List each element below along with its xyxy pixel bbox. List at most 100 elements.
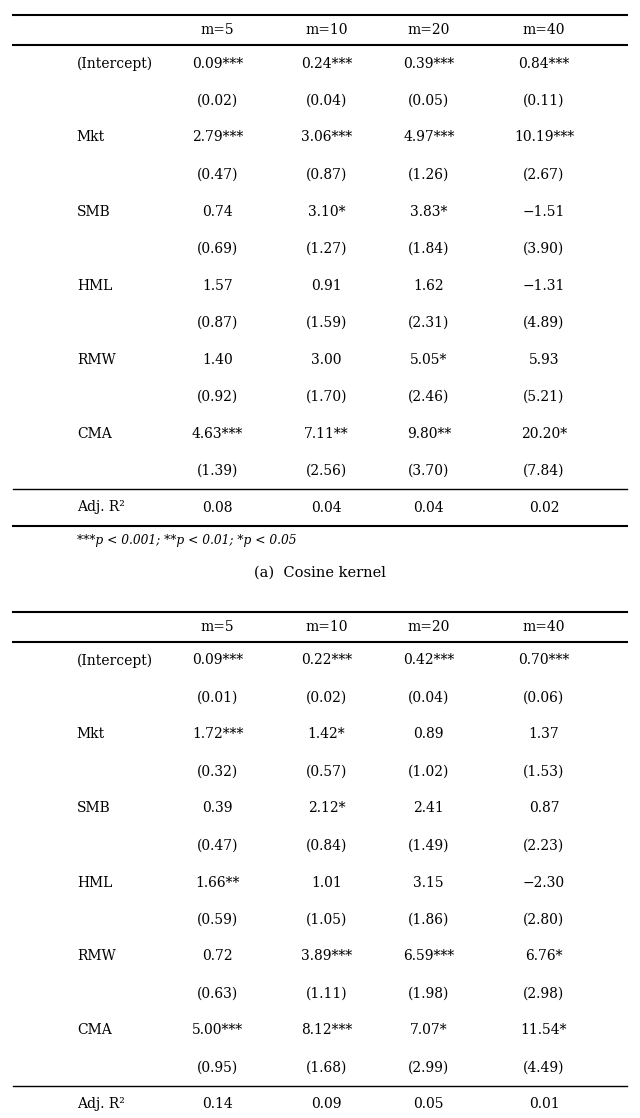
Text: (0.06): (0.06) xyxy=(524,691,564,704)
Text: 8.12***: 8.12*** xyxy=(301,1023,352,1038)
Text: (0.02): (0.02) xyxy=(197,94,238,107)
Text: CMA: CMA xyxy=(77,426,111,440)
Text: 1.72***: 1.72*** xyxy=(192,728,243,741)
Text: (1.86): (1.86) xyxy=(408,912,449,927)
Text: (1.68): (1.68) xyxy=(306,1061,347,1074)
Text: m=40: m=40 xyxy=(523,620,565,634)
Text: (0.69): (0.69) xyxy=(197,241,238,256)
Text: 5.05*: 5.05* xyxy=(410,352,447,367)
Text: 1.66**: 1.66** xyxy=(195,875,240,890)
Text: (0.04): (0.04) xyxy=(408,691,449,704)
Text: (0.04): (0.04) xyxy=(306,94,347,107)
Text: (2.46): (2.46) xyxy=(408,389,449,404)
Text: 10.19***: 10.19*** xyxy=(514,131,574,144)
Text: (0.84): (0.84) xyxy=(306,838,347,853)
Text: 0.22***: 0.22*** xyxy=(301,654,352,667)
Text: 0.72: 0.72 xyxy=(202,949,233,964)
Text: (0.01): (0.01) xyxy=(197,691,238,704)
Text: 3.89***: 3.89*** xyxy=(301,949,352,964)
Text: (2.67): (2.67) xyxy=(524,168,564,181)
Text: 0.09***: 0.09*** xyxy=(192,57,243,70)
Text: (1.84): (1.84) xyxy=(408,241,449,256)
Text: (0.59): (0.59) xyxy=(197,912,238,927)
Text: 0.01: 0.01 xyxy=(529,1098,559,1111)
Text: (0.02): (0.02) xyxy=(306,691,347,704)
Text: Adj. R²: Adj. R² xyxy=(77,1098,125,1111)
Text: 1.57: 1.57 xyxy=(202,278,233,293)
Text: 3.15: 3.15 xyxy=(413,875,444,890)
Text: HML: HML xyxy=(77,278,112,293)
Text: (a)  Cosine kernel: (a) Cosine kernel xyxy=(254,566,386,580)
Text: 0.89: 0.89 xyxy=(413,728,444,741)
Text: 0.04: 0.04 xyxy=(311,501,342,514)
Text: (7.84): (7.84) xyxy=(524,464,564,477)
Text: (1.05): (1.05) xyxy=(306,912,347,927)
Text: (Intercept): (Intercept) xyxy=(77,653,153,667)
Text: (1.39): (1.39) xyxy=(197,464,238,477)
Text: (4.49): (4.49) xyxy=(524,1061,564,1074)
Text: m=10: m=10 xyxy=(305,23,348,37)
Text: (2.99): (2.99) xyxy=(408,1061,449,1074)
Text: (1.98): (1.98) xyxy=(408,986,449,1001)
Text: (0.95): (0.95) xyxy=(197,1061,238,1074)
Text: (2.98): (2.98) xyxy=(524,986,564,1001)
Text: 0.24***: 0.24*** xyxy=(301,57,352,70)
Text: 7.11**: 7.11** xyxy=(304,426,349,440)
Text: (1.59): (1.59) xyxy=(306,315,347,330)
Text: 6.59***: 6.59*** xyxy=(403,949,454,964)
Text: CMA: CMA xyxy=(77,1023,111,1038)
Text: 11.54*: 11.54* xyxy=(521,1023,567,1038)
Text: (0.63): (0.63) xyxy=(197,986,238,1001)
Text: (1.53): (1.53) xyxy=(524,765,564,778)
Text: 1.42*: 1.42* xyxy=(308,728,345,741)
Text: m=20: m=20 xyxy=(408,23,450,37)
Text: (1.27): (1.27) xyxy=(306,241,347,256)
Text: 1.40: 1.40 xyxy=(202,352,233,367)
Text: 4.97***: 4.97*** xyxy=(403,131,454,144)
Text: (Intercept): (Intercept) xyxy=(77,56,153,70)
Text: (2.56): (2.56) xyxy=(306,464,347,477)
Text: −1.31: −1.31 xyxy=(523,278,565,293)
Text: 0.84***: 0.84*** xyxy=(518,57,570,70)
Text: (1.70): (1.70) xyxy=(306,389,347,404)
Text: 0.70***: 0.70*** xyxy=(518,654,570,667)
Text: m=20: m=20 xyxy=(408,620,450,634)
Text: 0.39***: 0.39*** xyxy=(403,57,454,70)
Text: 3.83*: 3.83* xyxy=(410,205,447,218)
Text: (0.87): (0.87) xyxy=(197,315,238,330)
Text: (5.21): (5.21) xyxy=(524,389,564,404)
Text: 0.08: 0.08 xyxy=(202,501,233,514)
Text: m=5: m=5 xyxy=(201,620,234,634)
Text: Mkt: Mkt xyxy=(77,131,105,144)
Text: (3.90): (3.90) xyxy=(524,241,564,256)
Text: −1.51: −1.51 xyxy=(523,205,565,218)
Text: (0.47): (0.47) xyxy=(197,838,238,853)
Text: m=10: m=10 xyxy=(305,620,348,634)
Text: (0.11): (0.11) xyxy=(524,94,564,107)
Text: 2.12*: 2.12* xyxy=(308,802,345,815)
Text: 5.93: 5.93 xyxy=(529,352,559,367)
Text: Mkt: Mkt xyxy=(77,728,105,741)
Text: (0.32): (0.32) xyxy=(197,765,238,778)
Text: 5.00***: 5.00*** xyxy=(192,1023,243,1038)
Text: (1.02): (1.02) xyxy=(408,765,449,778)
Text: (0.47): (0.47) xyxy=(197,168,238,181)
Text: (0.92): (0.92) xyxy=(197,389,238,404)
Text: −2.30: −2.30 xyxy=(523,875,565,890)
Text: SMB: SMB xyxy=(77,802,111,815)
Text: m=40: m=40 xyxy=(523,23,565,37)
Text: (2.80): (2.80) xyxy=(524,912,564,927)
Text: 3.10*: 3.10* xyxy=(308,205,345,218)
Text: RMW: RMW xyxy=(77,352,116,367)
Text: (0.87): (0.87) xyxy=(306,168,347,181)
Text: 6.76*: 6.76* xyxy=(525,949,563,964)
Text: 0.09***: 0.09*** xyxy=(192,654,243,667)
Text: RMW: RMW xyxy=(77,949,116,964)
Text: (1.26): (1.26) xyxy=(408,168,449,181)
Text: 0.74: 0.74 xyxy=(202,205,233,218)
Text: (2.23): (2.23) xyxy=(524,838,564,853)
Text: (1.49): (1.49) xyxy=(408,838,449,853)
Text: 3.00: 3.00 xyxy=(311,352,342,367)
Text: (1.11): (1.11) xyxy=(305,986,348,1001)
Text: 0.39: 0.39 xyxy=(202,802,233,815)
